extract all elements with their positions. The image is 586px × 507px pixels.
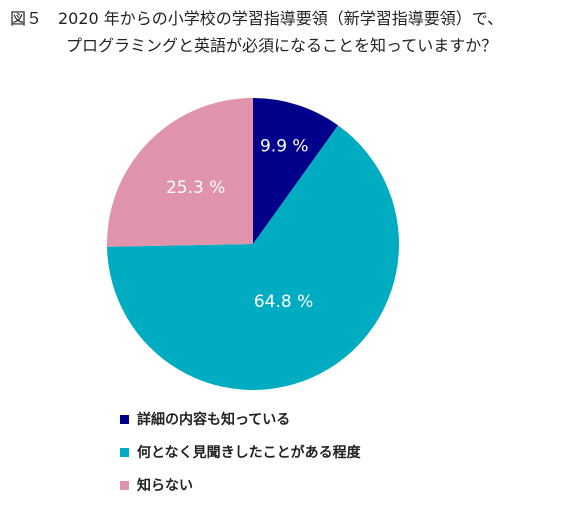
legend-swatch-detailed <box>120 414 129 424</box>
legend-label-vaguely: 何となく見聞きしたことがある程度 <box>137 445 361 461</box>
chart-title-line-1: 図５ 2020 年からの小学校の学習指導要領（新学習指導要領）で、 <box>10 9 504 28</box>
pie-slice-detailed <box>253 98 339 244</box>
legend-item-detailed: 詳細の内容も知っている <box>120 408 361 430</box>
data-label-vaguely: 64.8 % <box>254 292 313 312</box>
pie-slice-unaware <box>107 98 254 247</box>
legend-item-vaguely: 何となく見聞きしたことがある程度 <box>120 441 361 463</box>
legend-label-detailed: 詳細の内容も知っている <box>137 412 291 428</box>
legend-swatch-unaware <box>120 480 129 490</box>
chart-title: 図５ 2020 年からの小学校の学習指導要領（新学習指導要領）で、 プログラミン… <box>10 5 580 59</box>
legend-swatch-vaguely <box>120 447 129 457</box>
legend-label-unaware: 知らない <box>137 478 193 494</box>
legend: 詳細の内容も知っている 何となく見聞きしたことがある程度 知らない <box>120 408 361 507</box>
chart-title-line-2: プログラミングと英語が必須になることを知っていますか？ <box>66 36 498 55</box>
pie-slice-vaguely <box>107 125 399 390</box>
legend-item-unaware: 知らない <box>120 474 361 496</box>
data-label-unaware: 25.3 % <box>166 178 225 198</box>
pie-chart: 9.9 % 64.8 % 25.3 % <box>107 98 399 390</box>
data-label-detailed: 9.9 % <box>260 137 309 157</box>
